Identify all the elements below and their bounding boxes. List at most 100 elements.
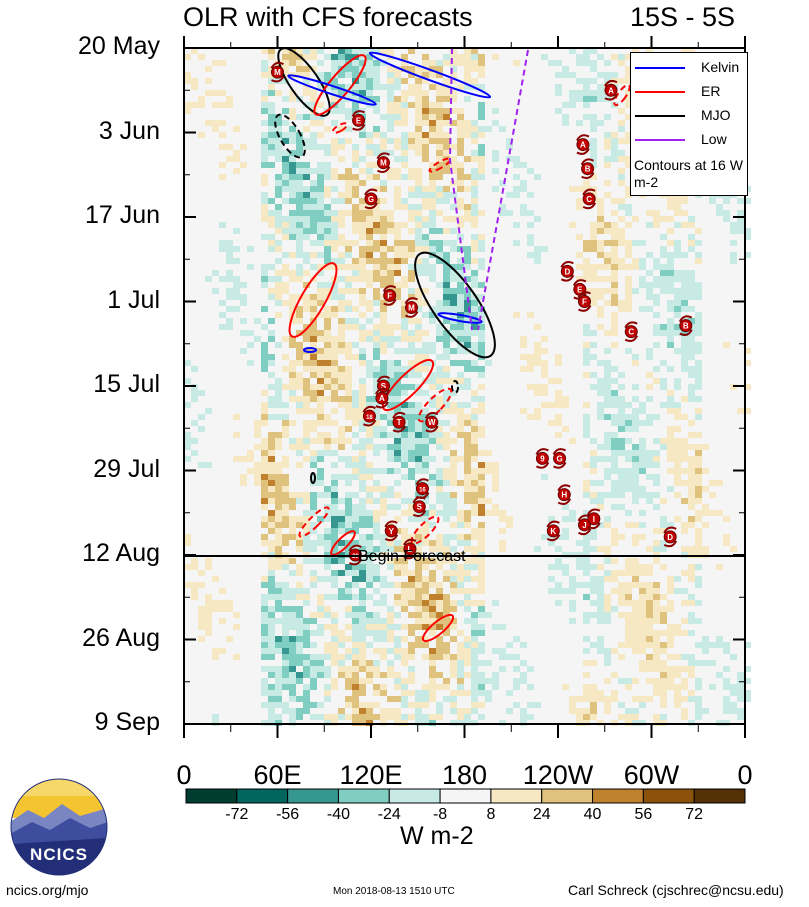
field-cell [366, 330, 373, 336]
field-cell [422, 612, 429, 618]
field-cell [289, 90, 296, 96]
field-cell [352, 156, 359, 162]
field-cell [415, 126, 422, 132]
field-cell [450, 156, 457, 162]
field-cell [317, 594, 324, 600]
field-cell [625, 420, 632, 426]
field-cell [611, 318, 618, 324]
storm-label: F [582, 298, 587, 307]
field-cell [415, 642, 422, 648]
field-cell [261, 282, 268, 288]
field-cell [359, 204, 366, 210]
field-cell [443, 474, 450, 480]
field-cell [520, 660, 527, 666]
field-cell [611, 468, 618, 474]
field-cell [184, 564, 191, 570]
field-cell [660, 642, 667, 648]
field-cell [289, 522, 296, 528]
storm-label: M [408, 304, 415, 313]
field-cell [247, 330, 254, 336]
field-cell [394, 348, 401, 354]
field-cell [282, 516, 289, 522]
field-cell [310, 582, 317, 588]
field-cell [471, 240, 478, 246]
field-cell [373, 564, 380, 570]
field-cell [261, 276, 268, 282]
field-cell [604, 144, 611, 150]
field-cell [541, 366, 548, 372]
field-cell [422, 258, 429, 264]
field-cell [443, 546, 450, 552]
field-cell [408, 192, 415, 198]
field-cell [345, 126, 352, 132]
storm-arm [557, 498, 572, 505]
storm-arm [392, 411, 406, 419]
field-cell [310, 168, 317, 174]
field-cell [744, 384, 751, 390]
field-cell [345, 108, 352, 114]
legend-item-kelvin: Kelvin [633, 59, 747, 79]
field-cell [324, 192, 331, 198]
storm-marker: E [351, 110, 366, 131]
footer-url[interactable]: ncics.org/mjo [6, 882, 89, 898]
field-cell [450, 162, 457, 168]
field-cell [646, 420, 653, 426]
field-cell [296, 264, 303, 270]
field-cell [261, 654, 268, 660]
field-cell [632, 678, 639, 684]
field-cell [317, 180, 324, 186]
field-cell [226, 156, 233, 162]
field-cell [373, 66, 380, 72]
field-cell [695, 642, 702, 648]
storm-arm [577, 291, 591, 298]
field-cell [352, 228, 359, 234]
field-cell [653, 528, 660, 534]
field-cell [401, 594, 408, 600]
field-cell [331, 678, 338, 684]
field-cell [443, 510, 450, 516]
x-tick-label: 120W [522, 760, 594, 790]
field-cell [471, 438, 478, 444]
field-cell [429, 114, 436, 120]
field-cell [513, 654, 520, 660]
field-cell [268, 102, 275, 108]
field-cell [275, 192, 282, 198]
field-cell [282, 660, 289, 666]
field-cell [632, 444, 639, 450]
field-cell [450, 480, 457, 486]
field-cell [373, 102, 380, 108]
field-cell [653, 438, 660, 444]
storm-arm [376, 152, 390, 160]
field-cell [387, 408, 394, 414]
field-cell [317, 240, 324, 246]
field-cell [296, 276, 303, 282]
field-cell [429, 102, 436, 108]
field-cell [506, 690, 513, 696]
field-cell [345, 702, 352, 708]
field-cell [387, 384, 394, 390]
field-cell [254, 474, 261, 480]
field-cell [674, 330, 681, 336]
field-cell [646, 252, 653, 258]
field-cell [345, 714, 352, 720]
wave-contour [288, 262, 338, 338]
field-cell [618, 480, 625, 486]
field-cell [324, 366, 331, 372]
field-cell [331, 186, 338, 192]
field-cell [562, 534, 569, 540]
field-cell [464, 186, 471, 192]
field-cell [282, 150, 289, 156]
field-cell [317, 168, 324, 174]
field-cell [604, 156, 611, 162]
field-cell [688, 222, 695, 228]
field-cell [275, 282, 282, 288]
field-cell [457, 420, 464, 426]
field-cell [674, 306, 681, 312]
field-cell [429, 696, 436, 702]
field-cell [268, 114, 275, 120]
field-cell [618, 582, 625, 588]
field-cell [408, 132, 415, 138]
legend-item-er: ER [633, 83, 747, 103]
field-cell [275, 504, 282, 510]
field-cell [597, 414, 604, 420]
